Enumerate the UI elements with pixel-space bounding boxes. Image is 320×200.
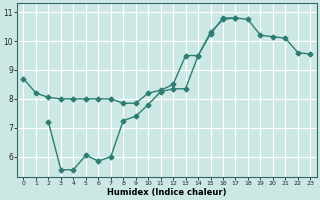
X-axis label: Humidex (Indice chaleur): Humidex (Indice chaleur) <box>107 188 227 197</box>
